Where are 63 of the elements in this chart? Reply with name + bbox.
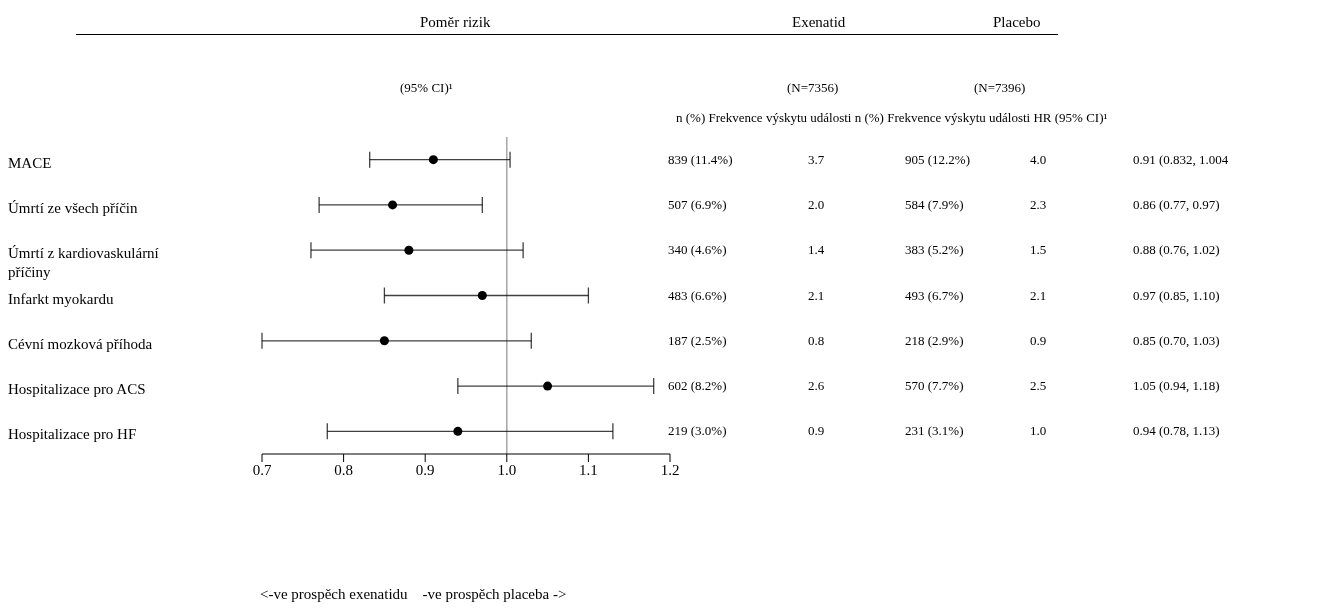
y-tick-label: MACE (8, 154, 52, 171)
text: 0.8 (808, 332, 825, 349)
text: 2.5 (1030, 378, 1047, 395)
annotation: 602 (8.2%) (668, 378, 727, 395)
text: 218 (2.9%) (905, 332, 964, 349)
x-tick-label: 0.9 (415, 461, 435, 478)
text: 1.0 (1030, 423, 1047, 440)
text: 2.6 (808, 378, 825, 395)
point (453, 426, 463, 436)
text: 0.86 (0.77, 0.97) (1133, 196, 1220, 213)
x-tick-label: 1.2 (660, 461, 680, 478)
text: 383 (5.2%) (905, 242, 964, 259)
point (428, 155, 438, 165)
y-tick-label: Hospitalizace pro ACS (8, 381, 146, 398)
text: 2.3 (1030, 196, 1047, 213)
text: (N=7396) (974, 80, 1026, 96)
annotation: 219 (3.0%) (668, 423, 727, 440)
text: 1.4 (808, 242, 825, 259)
point (477, 290, 487, 301)
text: 570 (7.7%) (905, 378, 964, 395)
annotation: 483 (6.6%) (668, 287, 727, 304)
chart-title: Poměr rizik (420, 14, 491, 31)
y-tick-label: Hospitalizace pro HF (8, 426, 137, 443)
text: 0.85 (0.70, 1.03) (1133, 332, 1220, 349)
point (388, 200, 398, 210)
annotation: 507 (6.9%) (668, 196, 727, 213)
text: 1.5 (1030, 242, 1047, 259)
text: 2.1 (808, 287, 825, 304)
text: 0.94 (0.78, 1.13) (1133, 423, 1220, 440)
y-tick-label: Cévní mozková příhoda (8, 335, 153, 352)
text: 0.88 (0.76, 1.02) (1133, 242, 1220, 259)
annotation: 839 (11.4%) (668, 151, 733, 168)
text: 905 (12.2%) (905, 151, 970, 168)
text: n (%) Frekvence výskytu události n (%) Frekvence výskytu události HR (95% CI)¹ (676, 110, 1108, 126)
y-tick-label: Úmrtí z kardiovaskulární příčiny (8, 245, 159, 281)
text: 2.1 (1030, 287, 1047, 304)
text: 493 (6.7%) (905, 287, 964, 304)
point (543, 381, 553, 391)
text: (N=7356) (787, 80, 839, 96)
text: 584 (7.9%) (905, 196, 964, 213)
chart-subtitle: (95% CI)¹ (400, 80, 453, 96)
point (379, 336, 389, 346)
text: 0.97 (0.85, 1.10) (1133, 287, 1220, 304)
text: <-ve prospěch exenatidu -ve prospěch placeba -> (260, 586, 567, 603)
annotation: 340 (4.6%) (668, 242, 727, 259)
text: 231 (3.1%) (905, 423, 964, 440)
y-tick-label: Infarkt myokardu (8, 290, 114, 307)
x-tick-label: 1.0 (497, 461, 517, 478)
text: 2.0 (808, 196, 825, 213)
annotation: 187 (2.5%) (668, 332, 727, 349)
x-tick-label: 0.8 (334, 461, 353, 478)
text: 0.9 (808, 423, 825, 440)
x-tick-label: 0.7 (252, 461, 272, 478)
x-tick-label: 1.1 (579, 461, 598, 478)
text: 0.9 (1030, 332, 1047, 349)
point (404, 245, 414, 255)
text: Exenatid (792, 14, 846, 31)
text: 1.05 (0.94, 1.18) (1133, 378, 1220, 395)
y-tick-label: Úmrtí ze všech příčin (8, 199, 139, 216)
text: 3.7 (808, 151, 825, 168)
text: Placebo (993, 14, 1041, 31)
text: 0.91 (0.832, 1.004 (1133, 151, 1229, 168)
text: 4.0 (1030, 151, 1047, 168)
